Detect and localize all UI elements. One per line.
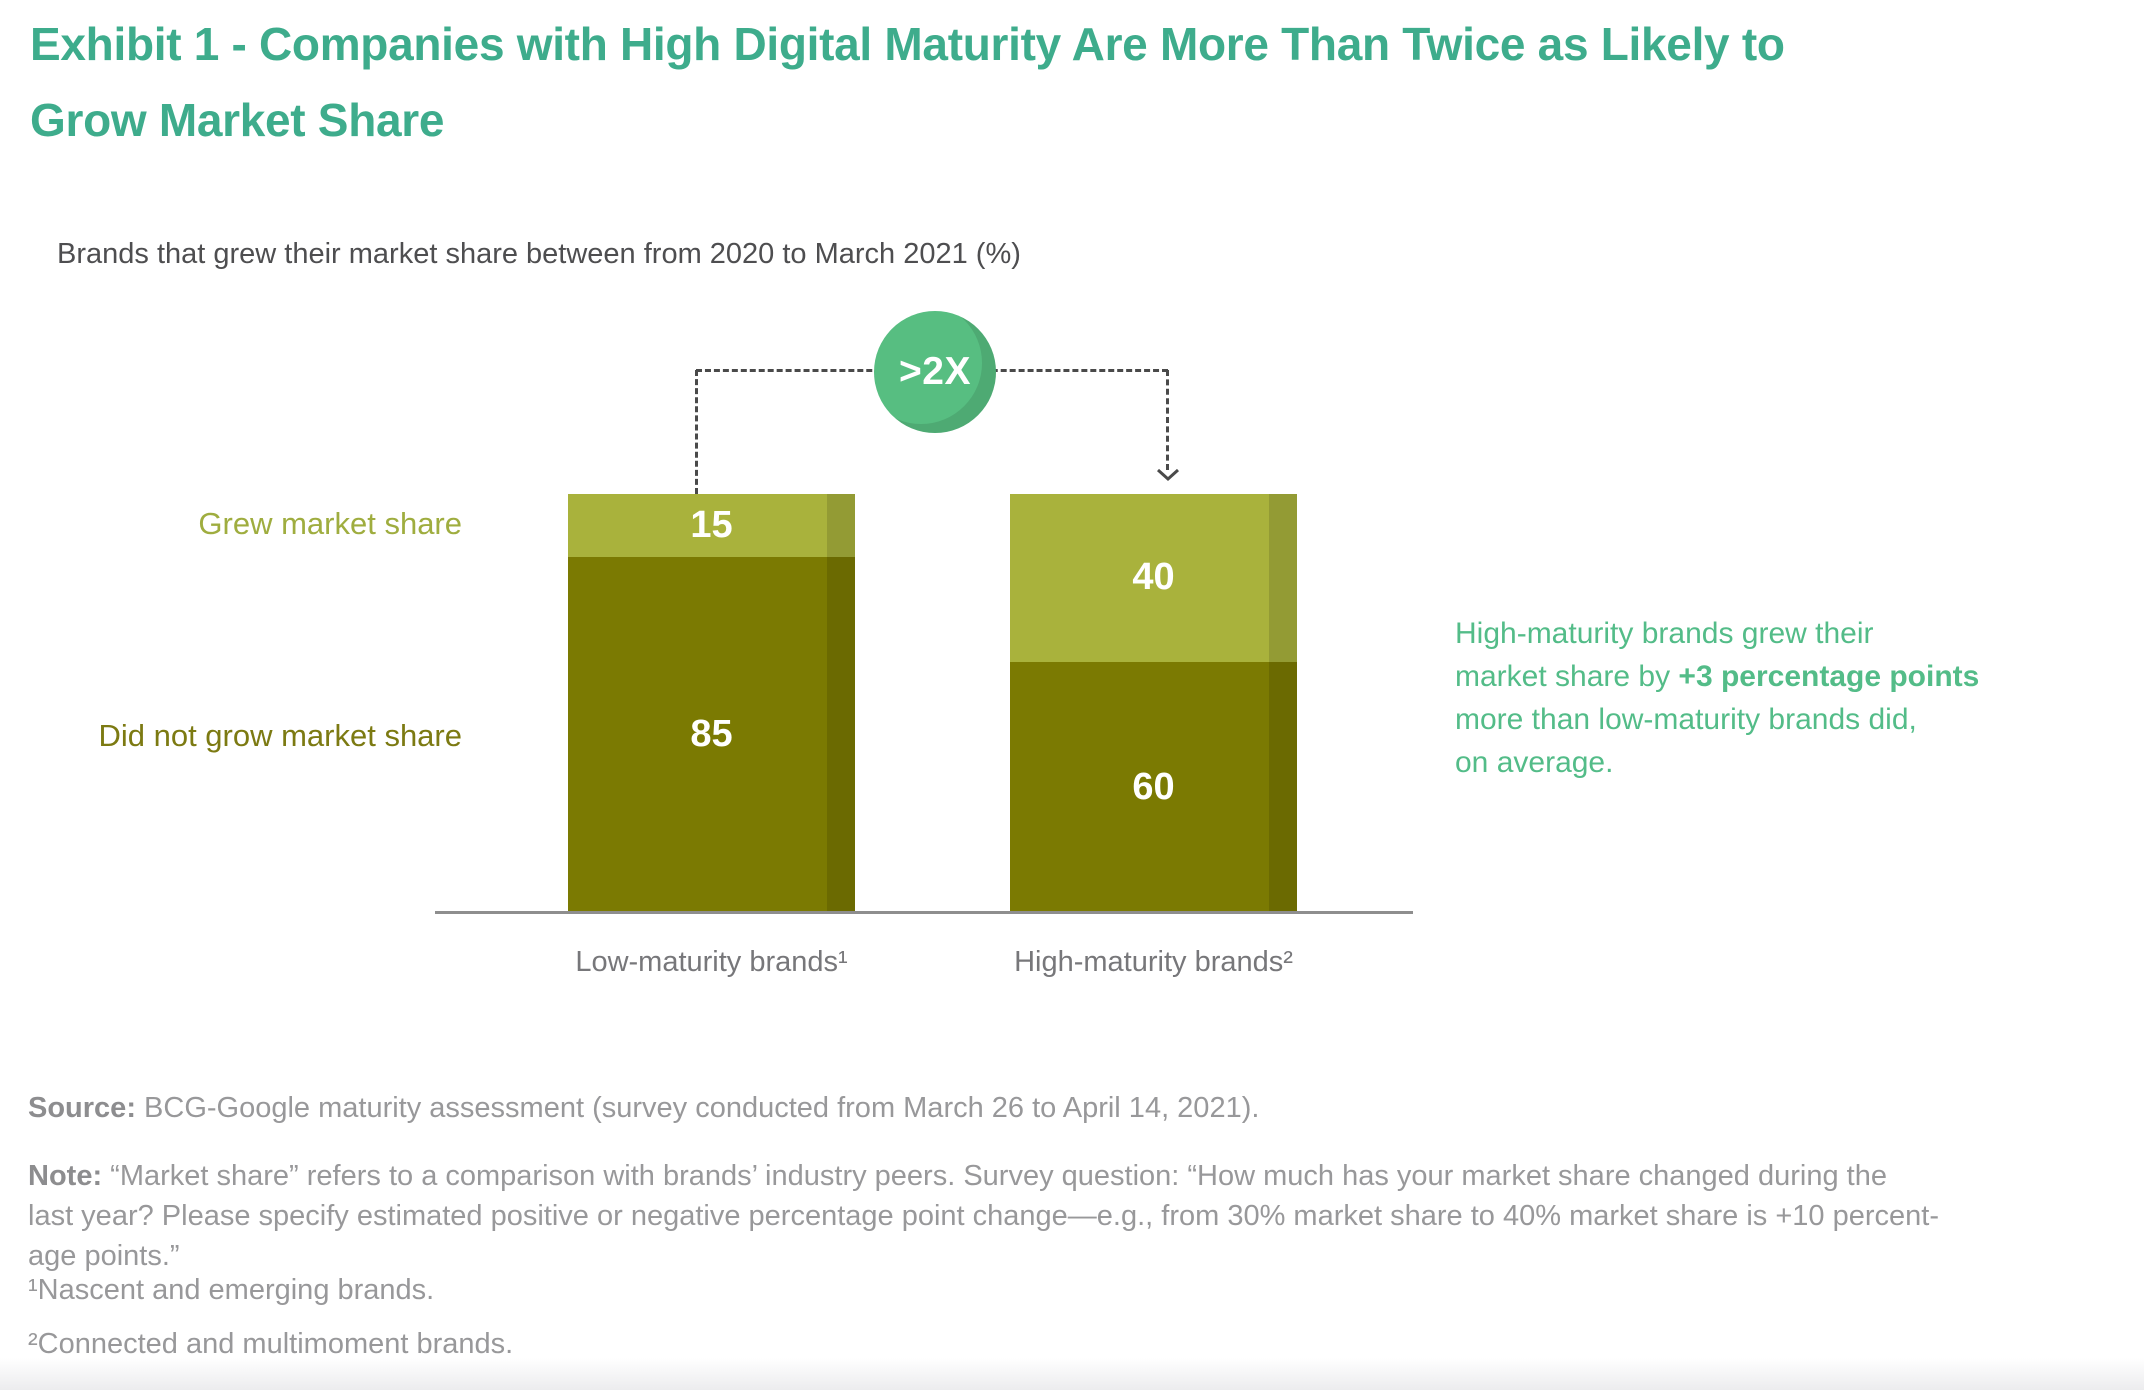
value-label: 15 [690,503,733,546]
multiplier-badge-label: >2X [899,350,971,393]
footnote-1: ¹Nascent and emerging brands. [28,1274,435,1306]
annotation-line: market share by +3 percentage points [1455,660,1980,693]
bar-high-maturity: 40 60 [1010,494,1297,914]
source-note: Source: BCG-Google maturity assessment (… [28,1092,1260,1124]
annotation-line: on average. [1455,746,1614,779]
category-label-high-maturity: High-maturity brands² [1014,946,1293,978]
footnote-2: ²Connected and multimoment brands. [28,1328,514,1360]
annotation-bold: +3 percentage points [1678,660,1980,693]
source-label: Source: [28,1092,136,1124]
value-label: 85 [690,713,733,756]
segment-high-did-not-grow: 60 [1010,661,1297,914]
value-label: 40 [1132,556,1175,599]
segment-low-grew: 15 [568,494,855,557]
annotation-line: more than low-maturity brands did, [1455,703,1917,736]
insight-annotation: High-maturity brands grew their market s… [1455,612,2115,784]
methodology-note: Note: “Market share” refers to a compari… [28,1160,1939,1272]
dashed-connector-right [1166,370,1169,470]
value-label: 60 [1132,765,1175,808]
dashed-connector-left [695,370,698,494]
arrow-down-icon [1156,468,1180,482]
note-label: Note: [28,1160,103,1192]
chart-subtitle: Brands that grew their market share betw… [57,238,1021,270]
series-label-did-not-grow: Did not grow market share [98,718,462,753]
multiplier-badge: >2X [874,311,996,433]
page-title: Exhibit 1 - Companies with High Digital … [30,18,1785,146]
segment-high-grew: 40 [1010,494,1297,662]
segment-low-did-not-grow: 85 [568,556,855,914]
bar-low-maturity: 15 85 [568,494,855,914]
series-label-grew: Grew market share [198,506,462,541]
annotation-line: High-maturity brands grew their [1455,617,1874,650]
bottom-fade [0,1358,2144,1390]
x-axis-line [435,911,1413,914]
category-label-low-maturity: Low-maturity brands¹ [575,946,848,978]
